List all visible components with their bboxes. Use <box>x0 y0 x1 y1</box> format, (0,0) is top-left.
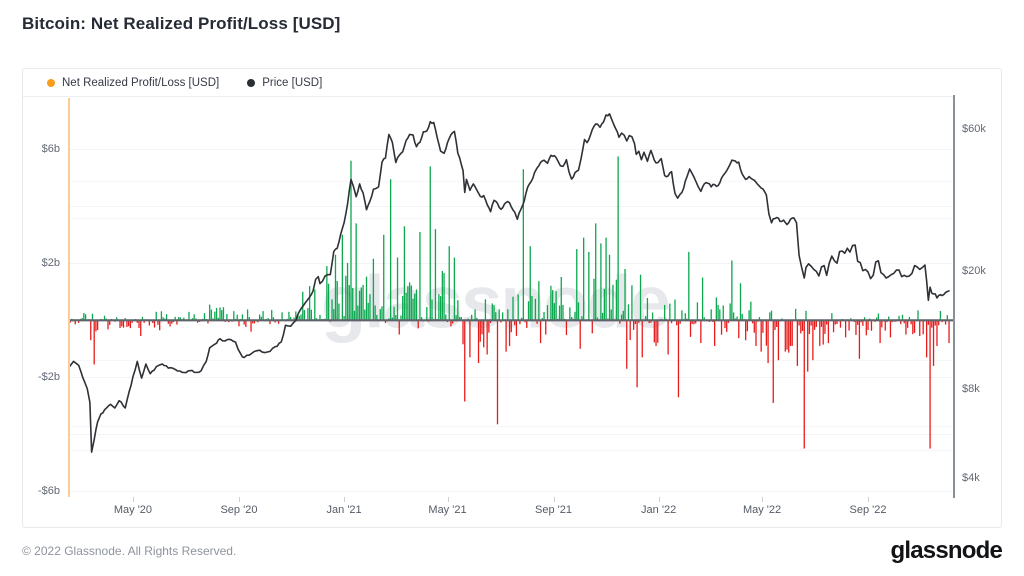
x-axis-tick-label: May '20 <box>113 504 153 516</box>
legend-item-net-realized-profit-loss[interactable]: Net Realized Profit/Loss [USD] <box>47 77 219 89</box>
y-left-tick-label: $2b <box>41 257 60 270</box>
x-axis-tick-label: Sep '22 <box>849 504 887 516</box>
chart-legend: Net Realized Profit/Loss [USD] Price [US… <box>47 69 322 96</box>
x-axis-tick <box>658 497 660 502</box>
legend-divider <box>23 96 954 97</box>
y-right-tick-label: $60k <box>962 122 986 135</box>
plot-area[interactable]: glassnode <box>68 95 955 498</box>
legend-dot-price-icon <box>247 78 256 87</box>
legend-dot-net-realized-icon <box>47 78 55 87</box>
y-right-tick-label: $20k <box>962 264 986 277</box>
plot-left-accent-line <box>68 98 70 497</box>
legend-label-net-realized: Net Realized Profit/Loss [USD] <box>62 76 220 89</box>
legend-item-price[interactable]: Price [USD] <box>247 77 322 89</box>
x-axis-tick-label: Jan '22 <box>641 504 677 516</box>
chart-card: Net Realized Profit/Loss [USD] Price [US… <box>22 68 1002 528</box>
y-right-tick-label: $4k <box>962 472 980 485</box>
x-axis-tick <box>447 497 449 502</box>
x-axis-tick <box>762 497 764 502</box>
x-axis-tick <box>238 497 240 502</box>
y-left-tick-label: -$2b <box>37 371 60 384</box>
x-axis-tick-label: Sep '20 <box>220 504 258 516</box>
x-axis-tick <box>868 497 870 502</box>
right-axis-line <box>953 95 955 498</box>
legend-label-price: Price [USD] <box>262 76 323 89</box>
x-axis-tick-label: May '22 <box>742 504 782 516</box>
x-axis-tick <box>132 497 134 502</box>
y-left-tick-label: $6b <box>41 143 60 156</box>
glassnode-logo[interactable]: glassnode <box>890 537 1003 564</box>
footer: © 2022 Glassnode. All Rights Reserved. g… <box>22 534 1003 568</box>
x-axis-tick-label: May '21 <box>428 504 467 516</box>
x-axis-tick-label: Sep '21 <box>535 504 572 516</box>
x-axis-tick <box>344 497 346 502</box>
page-title: Bitcoin: Net Realized Profit/Loss [USD] <box>22 14 341 33</box>
copyright-text: © 2022 Glassnode. All Rights Reserved. <box>22 544 237 558</box>
x-axis-tick-label: Jan '21 <box>326 504 362 516</box>
y-left-tick-label: -$6b <box>37 485 60 498</box>
x-axis-tick <box>553 497 555 502</box>
y-right-tick-label: $8k <box>962 382 980 395</box>
chart-canvas[interactable] <box>68 98 953 497</box>
